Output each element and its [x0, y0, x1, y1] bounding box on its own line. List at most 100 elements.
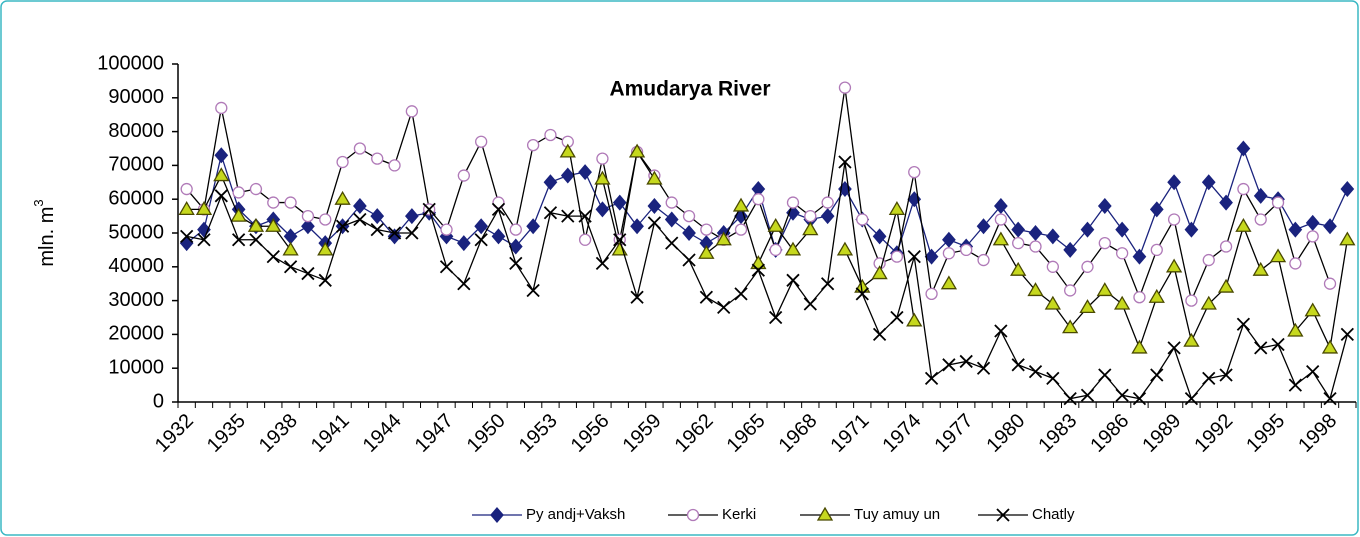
marker: [456, 235, 471, 252]
marker: [230, 207, 247, 222]
marker: [1253, 187, 1268, 204]
marker: [1340, 327, 1354, 342]
y-axis-label-sup: 3: [31, 199, 46, 206]
marker: [491, 228, 506, 245]
marker: [560, 167, 575, 184]
marker: [214, 189, 228, 203]
marker: [247, 217, 265, 232]
marker: [249, 182, 263, 196]
marker: [786, 273, 800, 287]
marker: [595, 201, 610, 218]
marker: [816, 506, 834, 521]
marker: [1288, 221, 1303, 238]
marker: [872, 327, 887, 342]
marker: [1167, 213, 1181, 226]
marker: [1063, 241, 1078, 258]
marker: [664, 211, 679, 228]
marker: [646, 170, 663, 185]
y-tick-label: 80000: [108, 120, 164, 142]
marker: [474, 218, 489, 235]
marker: [440, 223, 453, 236]
y-tick-label: 10000: [108, 356, 164, 378]
marker: [1098, 368, 1112, 382]
marker: [1079, 299, 1096, 314]
marker: [1305, 214, 1320, 231]
marker: [301, 266, 315, 281]
marker: [1202, 371, 1216, 385]
marker: [1236, 140, 1251, 157]
marker: [994, 197, 1008, 214]
marker: [1339, 231, 1356, 246]
marker: [613, 233, 627, 247]
marker: [908, 166, 921, 179]
marker: [802, 221, 819, 236]
marker: [820, 277, 835, 291]
y-axis-label-text: mln. m: [36, 207, 58, 267]
marker: [336, 155, 349, 169]
marker: [1323, 218, 1337, 235]
marker: [942, 358, 956, 372]
marker: [405, 208, 419, 225]
marker: [1201, 174, 1216, 191]
legend-label: Kerki: [722, 506, 756, 523]
marker: [1150, 243, 1163, 257]
marker: [769, 310, 783, 325]
marker: [1304, 302, 1321, 317]
marker: [856, 213, 869, 226]
marker: [1115, 221, 1129, 238]
marker: [1027, 282, 1044, 297]
marker: [1115, 247, 1129, 260]
marker: [1046, 260, 1059, 273]
marker: [491, 202, 506, 216]
marker: [284, 196, 297, 209]
marker: [803, 297, 817, 311]
marker: [596, 152, 609, 165]
marker: [180, 182, 193, 196]
marker: [924, 371, 939, 385]
marker: [1288, 378, 1303, 392]
marker: [784, 241, 802, 256]
marker: [232, 186, 245, 199]
marker: [1271, 196, 1285, 209]
marker: [888, 201, 906, 215]
marker: [1236, 317, 1251, 331]
marker: [353, 142, 367, 155]
marker: [612, 194, 627, 211]
marker: [370, 208, 385, 225]
marker: [318, 273, 332, 287]
marker: [370, 222, 384, 237]
marker: [474, 233, 488, 247]
y-tick-label: 60000: [108, 187, 164, 209]
marker: [1132, 248, 1147, 265]
marker: [907, 250, 921, 264]
marker: [1183, 332, 1200, 347]
marker: [578, 164, 592, 181]
marker: [1063, 391, 1077, 406]
marker: [1113, 295, 1131, 310]
marker: [1219, 368, 1233, 382]
marker: [595, 256, 610, 271]
marker: [630, 290, 644, 304]
marker: [267, 196, 280, 209]
marker: [1096, 282, 1113, 297]
y-tick-label: 50000: [108, 221, 164, 243]
marker: [1323, 277, 1337, 290]
marker: [1217, 278, 1235, 293]
marker: [890, 250, 904, 263]
marker: [282, 241, 299, 256]
marker: [1080, 388, 1095, 402]
marker: [786, 196, 800, 209]
marker: [1098, 236, 1111, 250]
marker: [838, 81, 852, 94]
marker: [647, 197, 662, 214]
marker: [265, 217, 282, 232]
marker: [231, 233, 246, 247]
marker: [283, 260, 298, 274]
marker: [1254, 341, 1268, 355]
legend-label: Py andj+Vaksh: [526, 506, 625, 523]
marker: [682, 209, 696, 223]
marker: [405, 226, 419, 240]
marker: [804, 209, 817, 223]
marker: [1029, 240, 1042, 253]
marker: [925, 287, 938, 300]
